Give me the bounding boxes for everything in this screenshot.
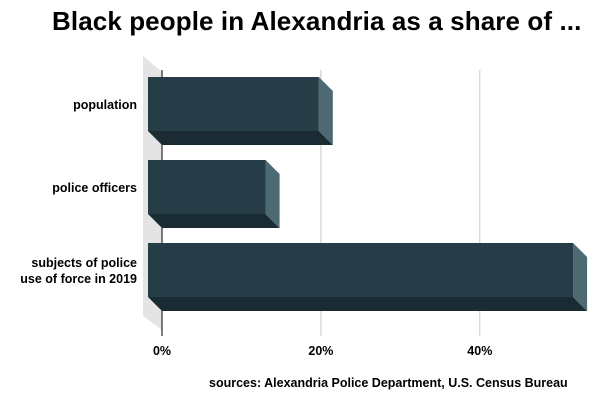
bar-shadow [148,131,333,145]
bar-shadow [148,214,280,228]
bar [148,243,588,311]
tick-label: 0% [153,344,171,358]
chart-source: sources: Alexandria Police Department, U… [209,376,568,390]
category-label: population [73,98,137,112]
category-label-line: police officers [52,181,137,195]
category-label: police officers [52,181,137,195]
tick-label: 40% [467,344,492,358]
bar [148,77,333,145]
category-label-line: population [73,98,137,112]
tick-label: 20% [308,344,333,358]
bar-side [573,243,588,311]
bar [148,160,280,228]
bar-side [265,160,280,228]
category-label-line: subjects of police [31,256,137,270]
category-label-line: use of force in 2019 [20,272,137,286]
bar-side [318,77,333,145]
bar-front [148,77,319,131]
chart-title: Black people in Alexandria as a share of… [52,6,582,36]
bar-front [148,243,574,297]
bar-shadow [148,297,588,311]
bar-front [148,160,266,214]
category-label: subjects of police use of force in 2019 [20,256,137,286]
